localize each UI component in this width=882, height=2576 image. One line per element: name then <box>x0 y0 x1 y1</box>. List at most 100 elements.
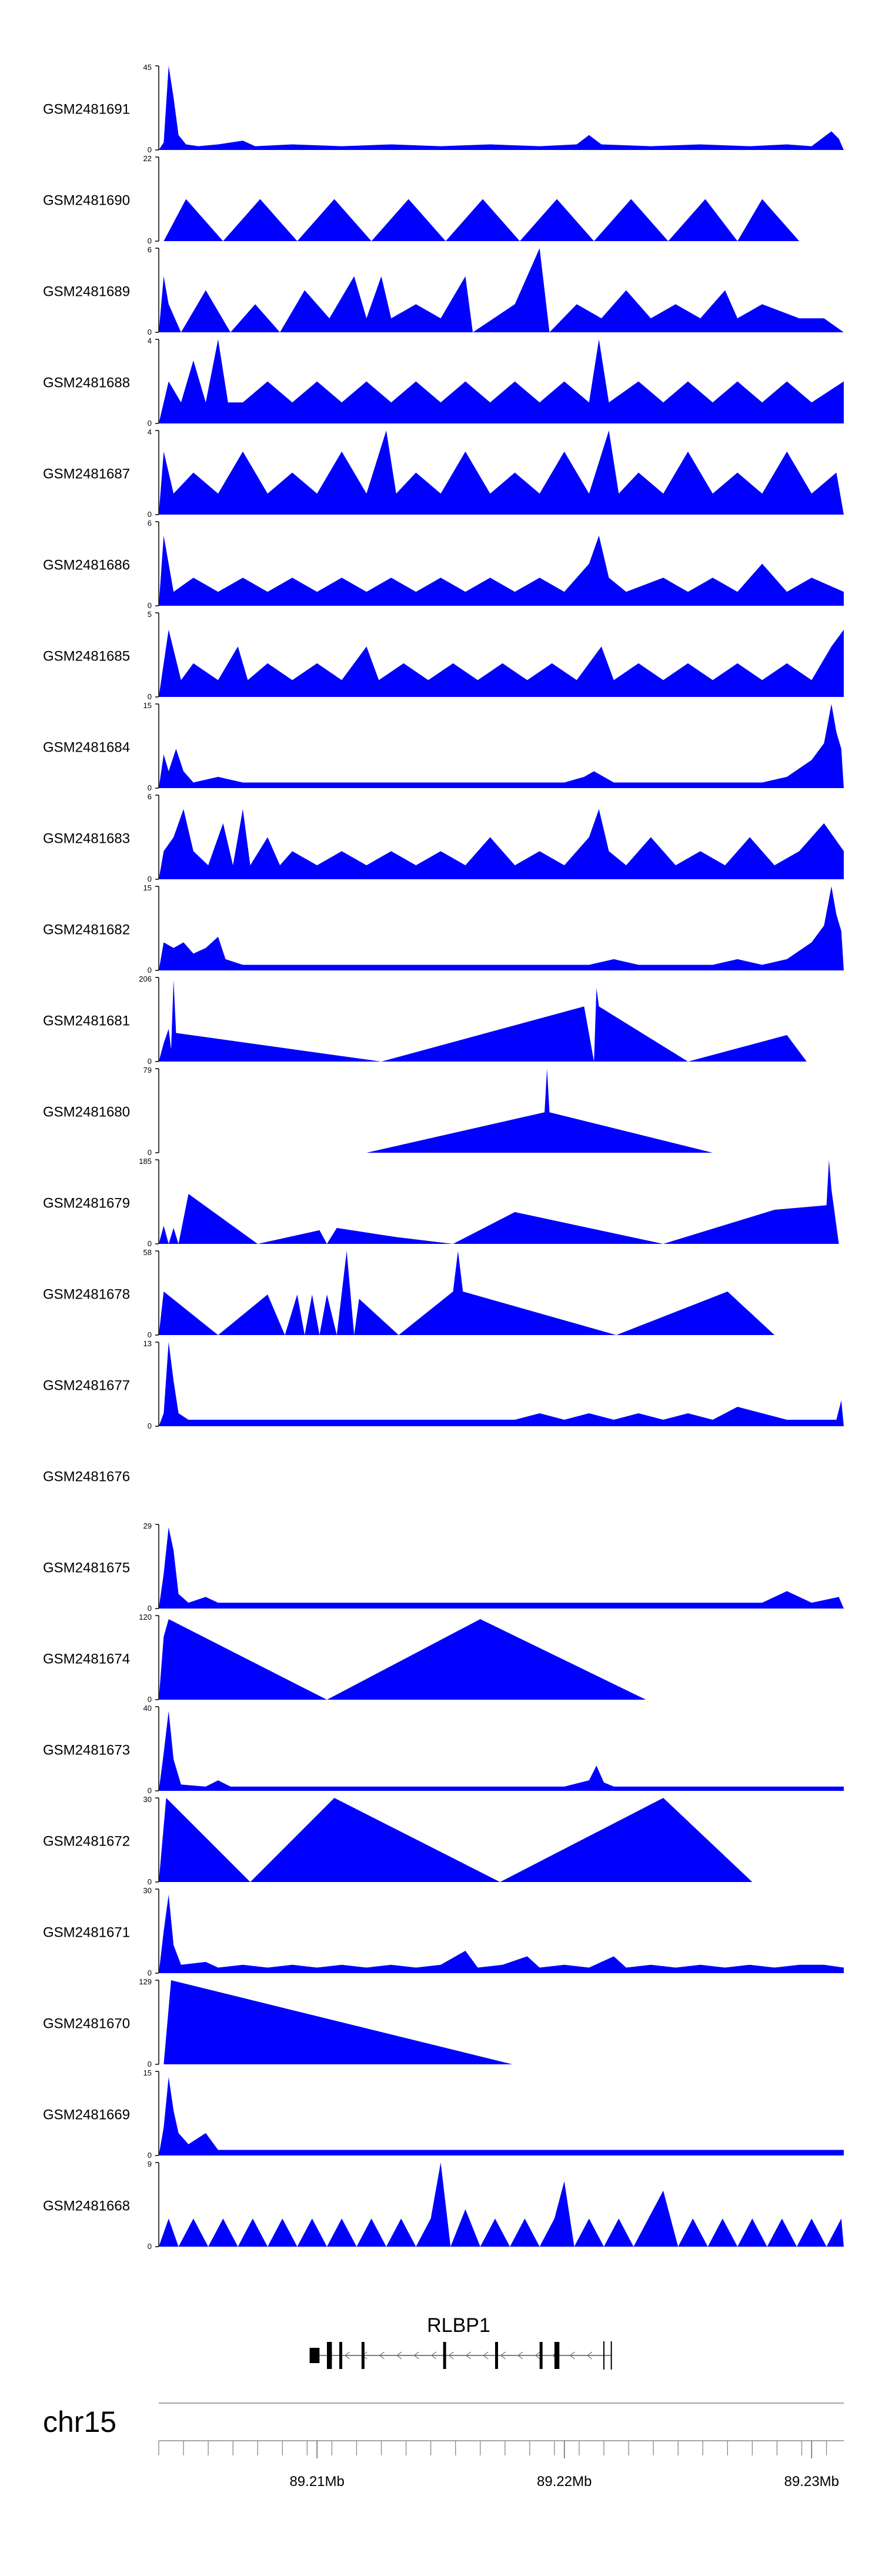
track-GSM2481675: GSM2481675 29 0 <box>43 1521 844 1613</box>
gene-exon <box>495 2342 498 2369</box>
y-min-label: 0 <box>148 1695 152 1704</box>
y-min-label: 0 <box>148 601 152 610</box>
strand-arrow <box>569 2351 575 2360</box>
y-min-label: 0 <box>148 783 152 792</box>
gene-label: RLBP1 <box>427 2314 490 2337</box>
y-max-label: 15 <box>143 2068 152 2077</box>
coverage-area <box>159 629 844 697</box>
coverage-area <box>159 2163 844 2247</box>
track-GSM2481670: GSM2481670 129 0 <box>43 1977 513 2068</box>
track-GSM2481690: GSM2481690 22 0 <box>43 154 812 245</box>
coverage-tracks: GSM2481691450GSM2481690220GSM248168960GS… <box>43 63 844 2251</box>
track-GSM2481691: GSM2481691 45 0 <box>43 63 844 154</box>
track-label: GSM2481671 <box>43 1925 130 1941</box>
y-max-label: 15 <box>143 701 152 710</box>
coverage-area <box>159 1619 646 1700</box>
track-label: GSM2481680 <box>43 1105 130 1120</box>
y-min-label: 0 <box>148 419 152 428</box>
track-label: GSM2481687 <box>43 466 130 482</box>
y-max-label: 6 <box>148 792 152 801</box>
y-max-label: 4 <box>148 428 152 436</box>
y-min-label: 0 <box>148 966 152 975</box>
coverage-area <box>159 1160 839 1244</box>
y-min-label: 0 <box>148 1330 152 1339</box>
y-max-label: 40 <box>143 1704 152 1713</box>
y-min-label: 0 <box>148 1877 152 1886</box>
track-label: GSM2481682 <box>43 922 130 938</box>
strand-arrow <box>344 2351 350 2360</box>
strand-arrow <box>396 2351 402 2360</box>
y-min-label: 0 <box>148 1148 152 1157</box>
y-max-label: 30 <box>143 1886 152 1895</box>
y-min-label: 0 <box>148 1786 152 1795</box>
coverage-area <box>159 1894 844 1973</box>
gene-exon <box>539 2342 543 2369</box>
y-max-label: 6 <box>148 245 152 254</box>
genome-axis: chr15 89.21Mb 89.22Mb 89.23Mb <box>43 2403 844 2490</box>
track-label: GSM2481673 <box>43 1743 130 1759</box>
track-label: GSM2481669 <box>43 2107 130 2123</box>
strand-arrow <box>534 2351 540 2360</box>
y-min-label: 0 <box>148 1422 152 1430</box>
track-label: GSM2481689 <box>43 284 130 300</box>
y-min-label: 0 <box>148 1239 152 1248</box>
coverage-area <box>159 704 844 788</box>
track-GSM2481678: GSM2481678 58 0 <box>43 1248 775 1339</box>
track-label: GSM2481668 <box>43 2198 130 2214</box>
coverage-area <box>159 1527 844 1609</box>
gene-exon <box>326 2342 332 2369</box>
track-label: GSM2481674 <box>43 1651 130 1667</box>
y-min-label: 0 <box>148 1604 152 1613</box>
coverage-area <box>159 248 844 332</box>
strand-arrow <box>465 2351 472 2360</box>
coverage-area <box>159 431 844 515</box>
axis-tick-label: 89.23Mb <box>784 2474 839 2490</box>
strand-arrow <box>483 2351 489 2360</box>
y-min-label: 0 <box>148 328 152 336</box>
y-max-label: 6 <box>148 519 152 528</box>
track-GSM2481680: GSM2481680 79 0 <box>43 1066 713 1157</box>
strand-arrow <box>413 2351 419 2360</box>
y-max-label: 29 <box>143 1521 152 1530</box>
coverage-area <box>159 339 844 423</box>
y-max-label: 4 <box>148 336 152 345</box>
strand-arrow <box>379 2351 385 2360</box>
strand-arrow <box>586 2351 593 2360</box>
track-GSM2481668: GSM2481668 9 0 <box>43 2160 844 2251</box>
y-max-label: 13 <box>143 1339 152 1348</box>
track-label: GSM2481670 <box>43 2016 130 2032</box>
y-max-label: 30 <box>143 1795 152 1804</box>
coverage-area <box>159 535 844 606</box>
y-max-label: 79 <box>143 1066 152 1075</box>
track-GSM2481669: GSM2481669 15 0 <box>43 2068 844 2160</box>
coverage-area <box>159 1342 844 1426</box>
track-label: GSM2481672 <box>43 1834 130 1850</box>
track-label: GSM2481678 <box>43 1287 130 1303</box>
y-min-label: 0 <box>148 236 152 245</box>
track-GSM2481685: GSM2481685 5 0 <box>43 610 844 701</box>
track-GSM2481688: GSM2481688 4 0 <box>43 336 844 428</box>
coverage-area <box>159 1711 844 1791</box>
y-max-label: 5 <box>148 610 152 619</box>
strand-arrow <box>500 2351 506 2360</box>
track-label: GSM2481686 <box>43 558 130 573</box>
y-max-label: 58 <box>143 1248 152 1257</box>
track-GSM2481679: GSM2481679 185 0 <box>43 1157 839 1248</box>
y-max-label: 185 <box>139 1157 152 1166</box>
track-GSM2481683: GSM2481683 6 0 <box>43 792 844 883</box>
gene-exon <box>309 2348 320 2363</box>
coverage-area <box>163 1980 513 2064</box>
strand-arrow <box>517 2351 523 2360</box>
gene-exon <box>361 2342 365 2369</box>
track-GSM2481687: GSM2481687 4 0 <box>43 428 844 519</box>
coverage-area <box>366 1069 713 1153</box>
coverage-area <box>159 886 844 970</box>
y-max-label: 15 <box>143 883 152 892</box>
strand-arrow <box>448 2351 454 2360</box>
track-label: GSM2481683 <box>43 831 130 847</box>
track-GSM2481689: GSM2481689 6 0 <box>43 245 844 336</box>
y-max-label: 22 <box>143 154 152 163</box>
y-min-label: 0 <box>148 2151 152 2160</box>
y-min-label: 0 <box>148 1057 152 1066</box>
